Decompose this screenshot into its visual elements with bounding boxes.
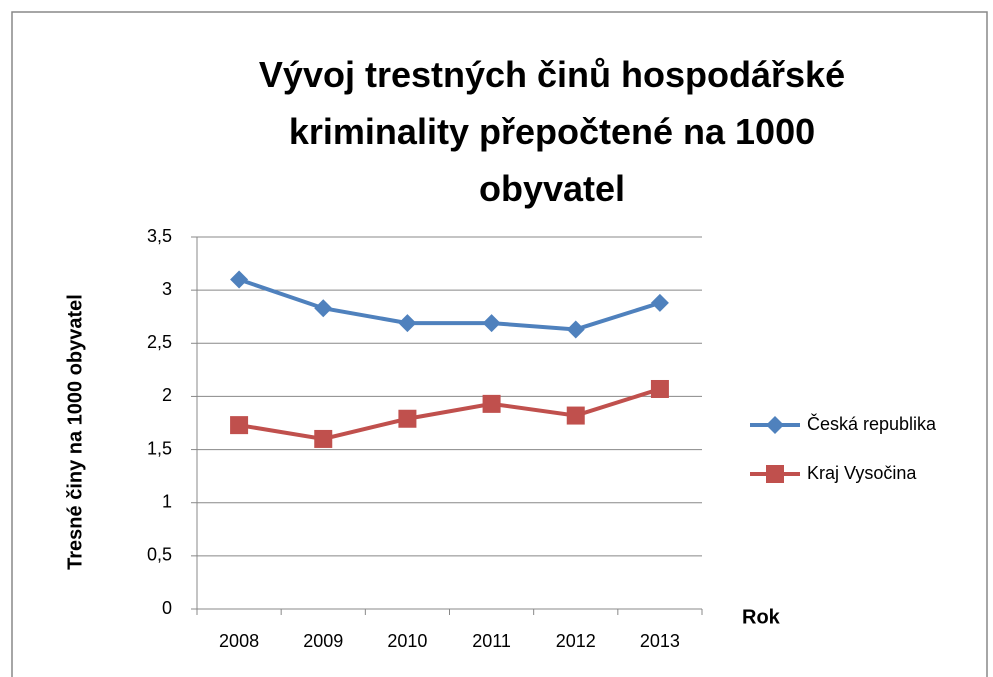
- chart-border: [11, 11, 988, 677]
- marker: [650, 379, 669, 398]
- y-tick-label: 2: [162, 385, 172, 405]
- x-tick-label: 2009: [303, 631, 343, 651]
- series-line: [238, 387, 661, 441]
- y-tick-label: 1: [162, 491, 172, 511]
- marker: [314, 429, 333, 448]
- x-tick-label: 2013: [640, 631, 680, 651]
- chart-title: Vývoj trestných činů hospodářské krimina…: [258, 54, 846, 209]
- y-axis-label: Tresné činy na 1000 obyvatel: [64, 294, 86, 570]
- x-tick-label: 2011: [472, 631, 511, 651]
- y-tick-label: 0: [162, 598, 172, 618]
- marker: [482, 314, 501, 333]
- marker: [766, 465, 784, 483]
- y-tick-label: 0,5: [147, 545, 172, 565]
- marker: [314, 299, 333, 318]
- marker: [650, 293, 669, 312]
- x-axis-label: Rok: [742, 606, 781, 628]
- marker: [398, 314, 417, 333]
- x-tick-label: 2010: [387, 631, 427, 651]
- marker: [566, 406, 585, 425]
- marker: [398, 409, 417, 428]
- legend-label: Česká republika: [807, 413, 937, 434]
- y-tick-label: 3,5: [147, 226, 172, 246]
- y-tick-label: 1,5: [147, 438, 172, 458]
- marker: [230, 270, 249, 289]
- x-tick-label: 2008: [219, 631, 259, 651]
- marker: [766, 416, 784, 434]
- marker: [482, 394, 501, 413]
- x-tick-label: 2012: [556, 631, 596, 651]
- series-line: [238, 277, 661, 332]
- marker: [566, 320, 585, 339]
- legend-label: Kraj Vysočina: [807, 463, 917, 483]
- marker: [230, 416, 249, 435]
- y-tick-label: 2,5: [147, 332, 172, 352]
- y-tick-label: 3: [162, 279, 172, 299]
